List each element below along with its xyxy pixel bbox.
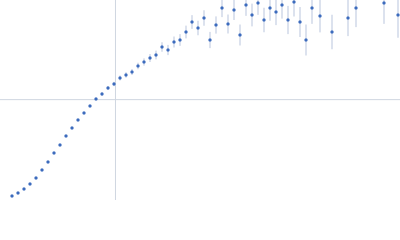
data-point [16,191,20,195]
data-point [178,38,182,42]
data-point [106,86,110,90]
data-point [172,40,176,44]
data-point [94,97,98,101]
data-point [124,73,128,77]
data-point [100,92,104,96]
data-point [318,14,322,18]
data-point [214,23,218,27]
data-point [396,13,400,17]
chart [0,0,400,200]
data-point [40,168,44,172]
data-point [82,111,86,115]
data-point [112,82,116,86]
data-point [166,48,170,52]
data-point [304,38,308,42]
data-point [346,16,350,20]
data-point [286,18,290,22]
data-point [268,6,272,10]
data-point [232,8,236,12]
data-point [310,6,314,10]
data-point [256,1,260,5]
data-point [46,160,50,164]
data-point [330,30,334,34]
data-point [118,76,122,80]
data-point [262,18,266,22]
data-point [190,20,194,24]
data-point [34,176,38,180]
data-point [298,20,302,24]
data-point [250,13,254,17]
data-point [184,30,188,34]
data-point [160,45,164,49]
data-point [220,6,224,10]
data-point [142,60,146,64]
data-point [202,16,206,20]
data-point [148,56,152,60]
data-point [354,6,358,10]
data-point [52,151,56,155]
data-point [226,22,230,26]
data-point [208,38,212,42]
data-point [10,194,14,198]
data-point [274,10,278,14]
data-point [28,182,32,186]
data-point [130,70,134,74]
data-point [382,1,386,5]
data-point [70,126,74,130]
data-point [280,3,284,7]
data-point [292,0,296,4]
data-point [22,187,26,191]
data-point [64,134,68,138]
data-point [88,104,92,108]
data-point [196,26,200,30]
data-point [76,118,80,122]
data-point [136,64,140,68]
data-point [244,3,248,7]
data-point [238,33,242,37]
data-point [154,53,158,57]
data-point [58,143,62,147]
